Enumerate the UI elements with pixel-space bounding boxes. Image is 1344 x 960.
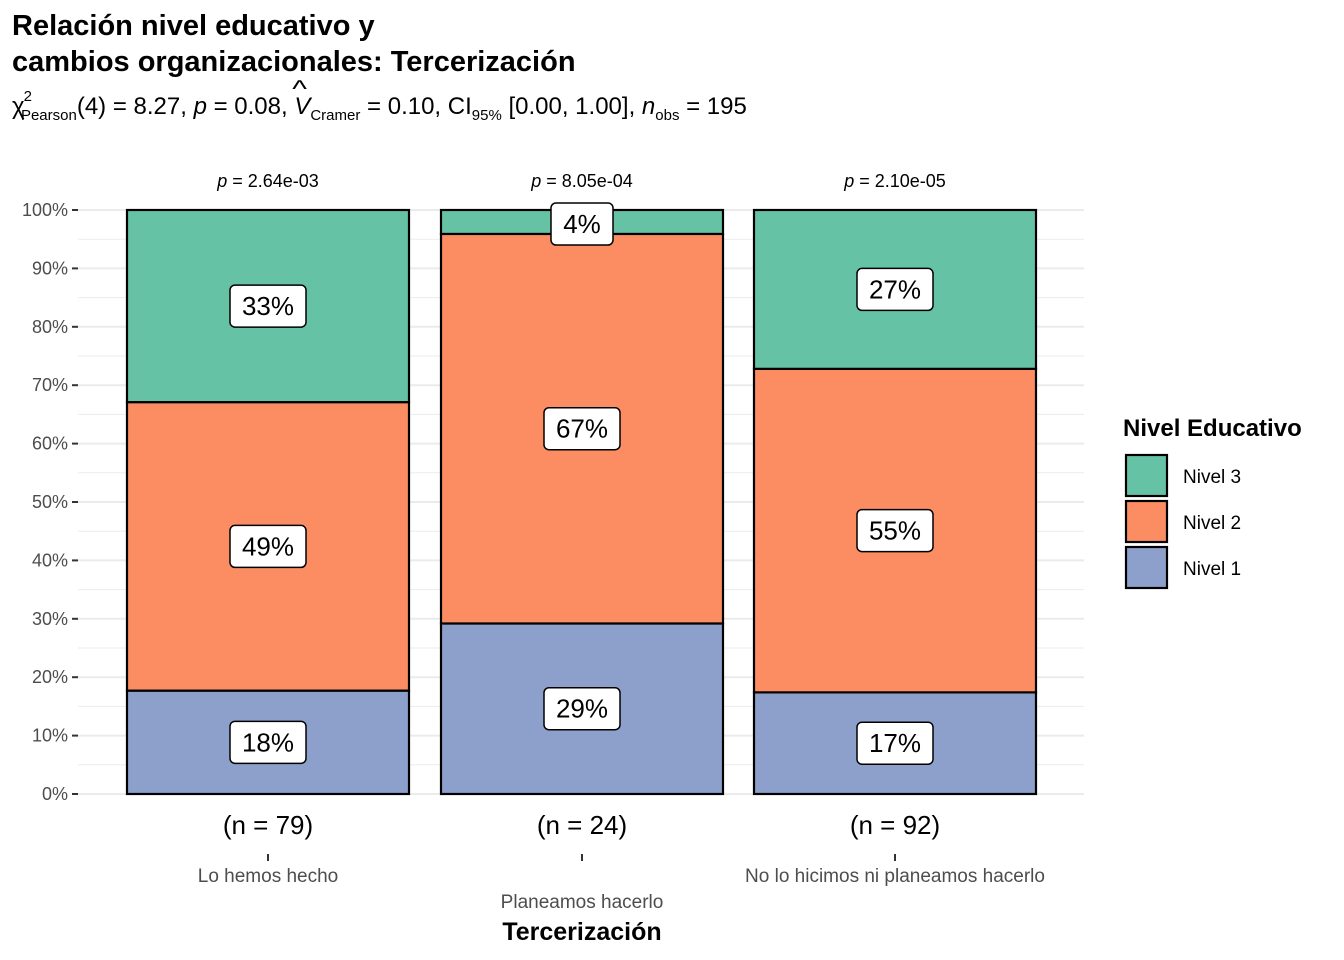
data-label-box: [543, 686, 621, 731]
y-tick-label: 20%: [32, 667, 68, 687]
bar-labels: 18% 49% 33% p = 2.64e-03 29% 67% 4% p = 8.05e-0…: [216, 171, 946, 765]
data-label-text: 18%: [242, 727, 294, 757]
legend-swatch: [1124, 453, 1169, 498]
chi-symbol: χ: [12, 93, 25, 120]
x-category-label: Lo hemos hecho: [198, 866, 339, 887]
title-line-2: cambios organizacionales: Tercerización: [12, 46, 576, 78]
chi-sub: Pearson: [20, 106, 77, 124]
data-label-box: [229, 524, 307, 569]
ci-sub: 95%: [471, 106, 502, 124]
data-label-text: 67%: [556, 414, 608, 444]
chart-subtitle: χ2Pearson(4) = 8.27, p = 0.08, VCramer =…: [12, 88, 747, 124]
data-label: 29%: [543, 686, 621, 731]
p-label: p: [193, 93, 207, 120]
n-label: (n = 79): [223, 810, 313, 840]
y-tick-label: 0%: [42, 784, 68, 804]
legend-title: Nivel Educativo: [1123, 415, 1302, 442]
data-label-text: 29%: [556, 694, 608, 724]
n-label: n: [641, 93, 656, 120]
p-value-label: p = 2.64e-03: [216, 171, 319, 191]
x-category-label: Planeamos hacerlo: [501, 892, 664, 913]
data-label-text: 33%: [242, 291, 294, 321]
n-value: = 195: [686, 93, 747, 120]
n-sub: obs: [655, 106, 680, 124]
n-label: (n = 24): [537, 810, 627, 840]
chi-sup: 2: [23, 88, 32, 105]
y-axis: 0% 10% 20% 30% 40% 50% 60% 70% 80% 90% 100%: [22, 200, 78, 804]
y-tick-label: 50%: [32, 492, 68, 512]
data-label: 18%: [229, 720, 307, 765]
data-label: 33%: [229, 284, 307, 328]
chart-title: Relación nivel educativo y cambios organ…: [12, 8, 576, 80]
v-label: V: [294, 93, 310, 121]
legend-label: Nivel 2: [1183, 513, 1241, 534]
data-label-box: [229, 720, 307, 765]
ci-label: CI: [447, 93, 472, 120]
data-label: 55%: [856, 508, 934, 553]
y-tick-label: 70%: [32, 375, 68, 395]
legend-label: Nivel 3: [1183, 467, 1241, 488]
data-label: 67%: [543, 406, 621, 451]
y-tick-label: 10%: [32, 726, 68, 746]
data-label-text: 4%: [563, 209, 601, 239]
data-label-box: [543, 406, 621, 451]
ci-value: [0.00, 1.00],: [508, 93, 636, 120]
chi-df: (4) = 8.27,: [76, 93, 187, 120]
legend-swatch: [1124, 545, 1169, 590]
data-label-text: 55%: [869, 516, 921, 546]
y-tick-label: 90%: [32, 258, 68, 278]
data-label: 27%: [856, 267, 934, 312]
n-label: (n = 92): [850, 810, 940, 840]
x-axis: (n = 79) Lo hemos hecho (n = 24) Planeamos …: [198, 810, 1045, 913]
legend-swatch: [1124, 499, 1169, 544]
p-value-label: p = 2.10e-05: [843, 171, 946, 191]
y-tick-label: 60%: [32, 434, 68, 454]
data-label-text: 49%: [242, 531, 294, 561]
p-value-label: p = 8.05e-04: [530, 171, 633, 191]
data-label-text: 27%: [869, 274, 921, 304]
data-label-box: [856, 721, 934, 765]
y-tick-label: 100%: [22, 200, 68, 220]
v-sub: Cramer: [310, 106, 361, 124]
x-category-label: No lo hicimos ni planeamos hacerlo: [745, 866, 1045, 887]
legend: Nivel Educativo Nivel 3 Nivel 2 Nivel 1: [1123, 415, 1302, 590]
data-label-box: [550, 202, 614, 246]
title-line-1: Relación nivel educativo y: [12, 10, 375, 42]
y-tick-label: 30%: [32, 609, 68, 629]
y-tick-label: 80%: [32, 317, 68, 337]
data-label-box: [856, 508, 934, 553]
data-label-box: [229, 284, 307, 328]
legend-label: Nivel 1: [1183, 559, 1241, 580]
data-label-text: 17%: [869, 728, 921, 758]
v-value: = 0.10,: [367, 93, 442, 120]
p-value: = 0.08,: [213, 93, 288, 120]
data-label: 49%: [229, 524, 307, 569]
data-label-box: [856, 267, 934, 312]
y-tick-label: 40%: [32, 550, 68, 570]
data-label: 17%: [856, 721, 934, 765]
x-axis-title: Tercerización: [502, 918, 661, 946]
data-label: 4%: [550, 202, 614, 246]
